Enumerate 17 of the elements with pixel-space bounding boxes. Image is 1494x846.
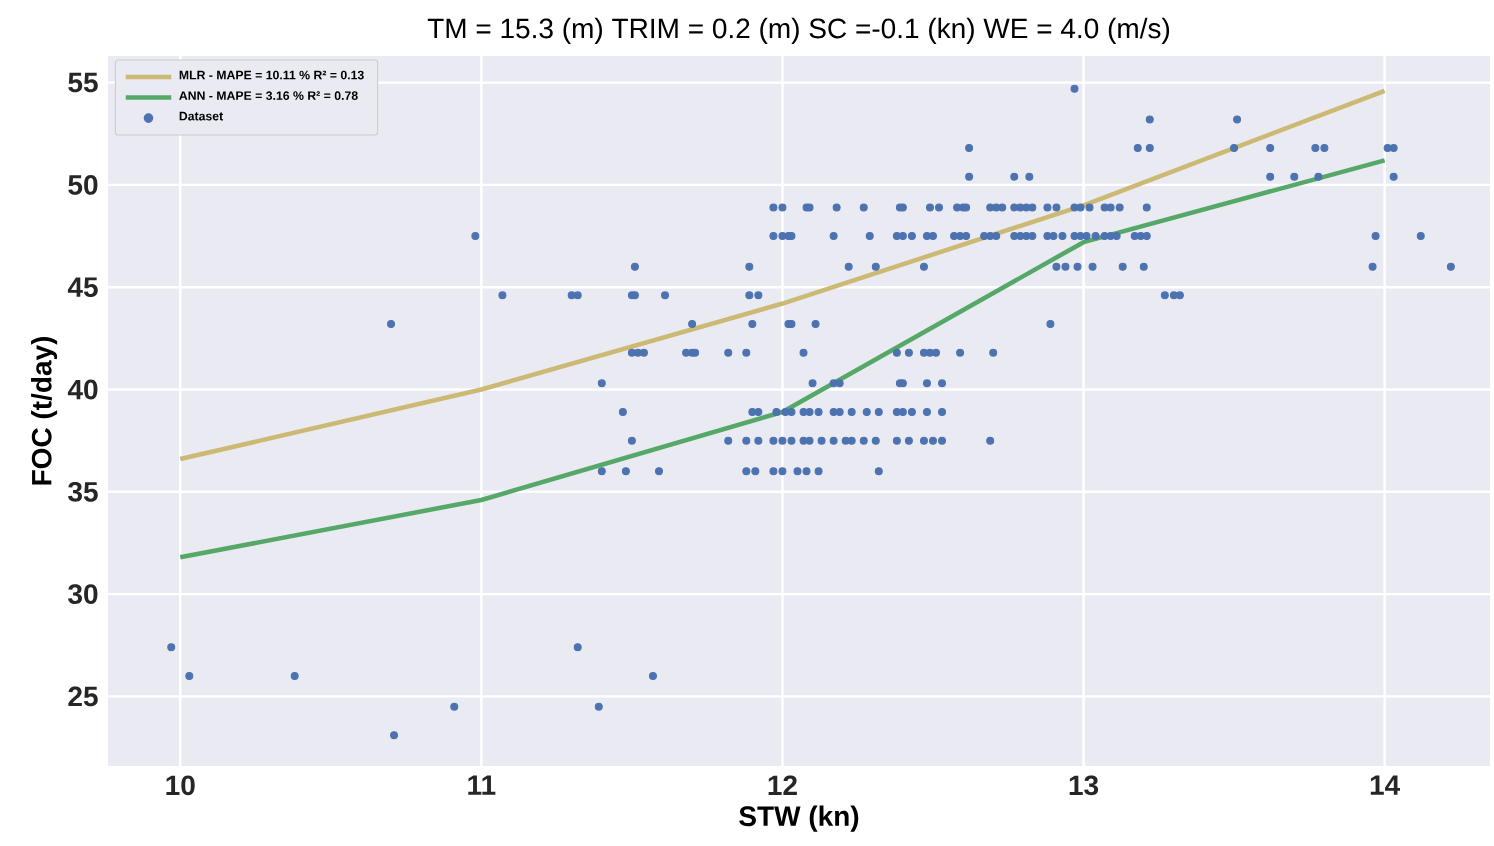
x-tick-label: 11 bbox=[468, 775, 496, 795]
x-tick-label: 10 bbox=[166, 775, 195, 796]
x-axis-title: STW (kn) bbox=[739, 805, 859, 832]
y-axis-title: FOC (t/day) bbox=[31, 336, 58, 485]
y-tick-label: 45 bbox=[67, 277, 98, 297]
x-tick-label: 12 bbox=[768, 775, 797, 795]
x-tick-label: 13 bbox=[1069, 775, 1099, 796]
line-series bbox=[178, 158, 1387, 560]
y-tick-label: 35 bbox=[68, 481, 98, 502]
line-series bbox=[178, 88, 1387, 462]
y-tick-label: 50 bbox=[68, 174, 98, 195]
x-tick-label: 14 bbox=[1370, 775, 1401, 795]
y-tick-label: 25 bbox=[68, 686, 98, 707]
y-tick-label: 30 bbox=[68, 584, 98, 605]
chart-title: TM = 15.3 (m) TRIM = 0.2 (m) SC =-0.1 (kn) WE = 4.0 (m/s) bbox=[427, 17, 1170, 44]
y-tick-label: 55 bbox=[68, 72, 98, 93]
y-tick-label: 40 bbox=[67, 379, 98, 400]
